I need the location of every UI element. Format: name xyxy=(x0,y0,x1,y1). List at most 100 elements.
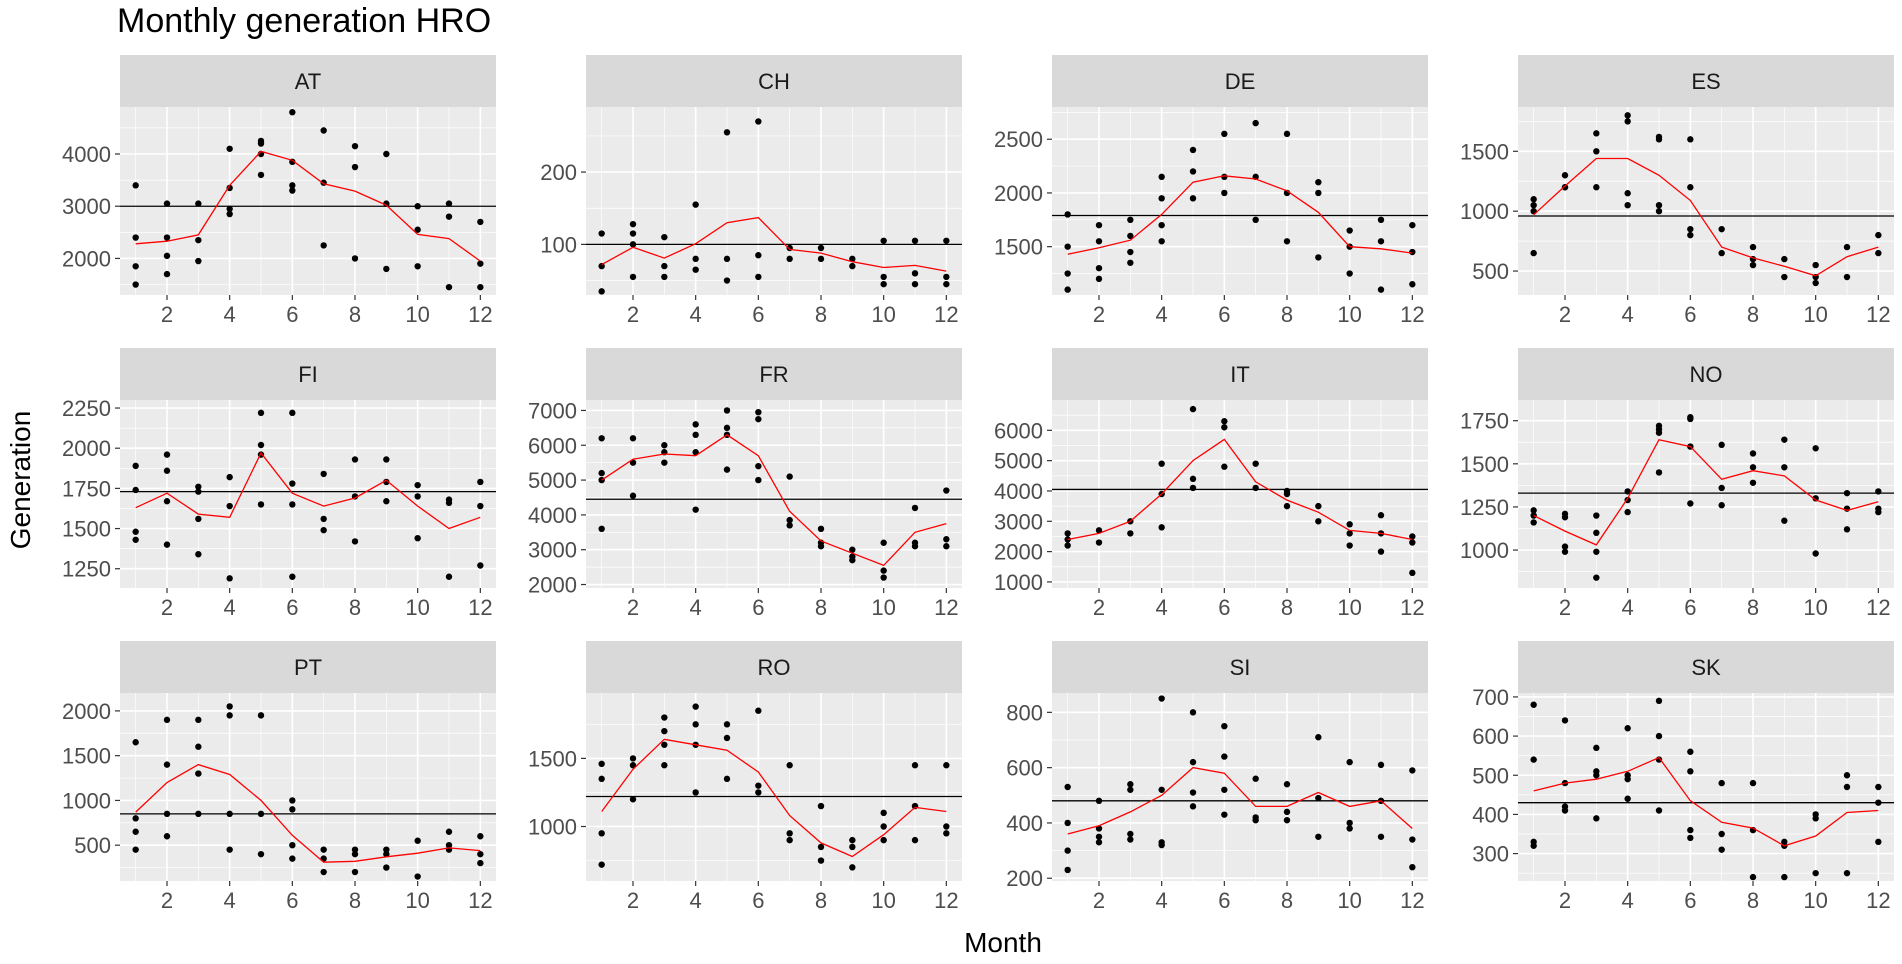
data-point xyxy=(289,501,296,508)
y-tick-label: 2000 xyxy=(994,540,1043,565)
panel-de: DE 2 4 6 8 10 12 1500 2000 2500 xyxy=(994,55,1428,327)
data-point xyxy=(1687,500,1694,507)
data-point xyxy=(351,538,359,545)
data-point xyxy=(1377,548,1385,555)
data-point xyxy=(132,846,139,853)
data-point xyxy=(351,163,359,171)
x-tick-label: 10 xyxy=(871,595,895,620)
data-point xyxy=(1624,488,1631,495)
data-point xyxy=(943,280,950,288)
data-point xyxy=(477,478,484,486)
data-point xyxy=(1687,184,1694,191)
data-point xyxy=(195,515,202,523)
data-point xyxy=(911,270,919,277)
data-point xyxy=(723,129,731,136)
data-point xyxy=(1221,418,1228,425)
data-point xyxy=(1749,261,1757,269)
panel-strip xyxy=(586,348,962,400)
x-tick-label: 12 xyxy=(1400,302,1424,327)
x-tick-label: 12 xyxy=(1866,888,1890,913)
data-point xyxy=(163,451,171,458)
y-tick-label: 2000 xyxy=(62,246,111,271)
x-tick-label: 6 xyxy=(1684,302,1696,327)
panel-strip-label: DE xyxy=(1225,69,1256,94)
x-tick-label: 2 xyxy=(1093,302,1105,327)
data-point xyxy=(1315,734,1322,741)
data-point xyxy=(477,218,484,226)
data-point xyxy=(1064,530,1071,537)
data-point xyxy=(1718,249,1725,257)
data-point xyxy=(755,476,762,484)
data-point xyxy=(289,797,296,804)
data-point xyxy=(692,255,699,263)
panel-strip-label: AT xyxy=(295,69,321,94)
data-point xyxy=(598,230,605,237)
data-point xyxy=(849,255,856,263)
data-point xyxy=(445,828,453,835)
data-point xyxy=(1561,548,1569,555)
data-point xyxy=(1718,846,1725,853)
data-point xyxy=(1346,819,1353,827)
panel-background xyxy=(1052,693,1428,881)
data-point xyxy=(1624,508,1631,516)
data-point xyxy=(1812,550,1819,557)
data-point xyxy=(1064,542,1071,549)
data-point xyxy=(1189,803,1197,810)
x-axis-label: Month xyxy=(964,927,1042,958)
x-tick-label: 12 xyxy=(1866,595,1890,620)
data-point xyxy=(1655,207,1663,215)
panel-sk: SK 2 4 6 8 10 12 300 400 500 600 700 xyxy=(1472,641,1894,913)
data-point xyxy=(477,562,484,569)
data-point xyxy=(1530,196,1537,203)
data-point xyxy=(195,743,202,750)
data-point xyxy=(1095,275,1103,283)
data-point xyxy=(1377,512,1385,519)
data-point xyxy=(943,536,950,543)
data-point xyxy=(817,525,825,533)
data-point xyxy=(1346,521,1353,528)
x-tick-label: 2 xyxy=(1559,302,1571,327)
data-point xyxy=(1655,469,1663,476)
data-point xyxy=(1315,254,1322,261)
data-point xyxy=(1843,772,1851,779)
data-point xyxy=(414,263,421,270)
data-point xyxy=(1718,441,1725,449)
data-point xyxy=(320,868,327,876)
panel-no: NO 2 4 6 8 10 12 1000 1250 1500 1750 xyxy=(1460,348,1894,620)
data-point xyxy=(132,462,139,470)
x-tick-label: 10 xyxy=(1337,302,1361,327)
data-point xyxy=(289,573,296,580)
data-point xyxy=(1655,732,1663,740)
data-point xyxy=(1781,273,1788,281)
data-point xyxy=(163,761,171,768)
data-point xyxy=(289,855,296,862)
data-point xyxy=(598,435,605,442)
data-point xyxy=(723,277,731,284)
data-point xyxy=(1409,836,1416,843)
data-point xyxy=(1843,243,1851,251)
data-point xyxy=(1127,232,1134,240)
data-point xyxy=(445,573,453,580)
data-point xyxy=(1127,530,1134,537)
data-point xyxy=(226,210,233,218)
data-point xyxy=(195,770,202,777)
data-point xyxy=(1095,825,1103,832)
x-tick-label: 12 xyxy=(934,595,958,620)
x-tick-label: 8 xyxy=(1281,595,1293,620)
data-point xyxy=(1189,168,1197,175)
y-tick-label: 400 xyxy=(1472,802,1509,827)
data-point xyxy=(383,478,390,486)
data-point xyxy=(1189,146,1197,154)
x-tick-label: 4 xyxy=(690,302,702,327)
data-point xyxy=(477,850,484,858)
y-tick-label: 1250 xyxy=(1460,495,1509,520)
x-tick-label: 6 xyxy=(752,595,764,620)
x-tick-label: 12 xyxy=(934,888,958,913)
data-point xyxy=(1064,270,1071,277)
data-point xyxy=(257,409,265,417)
data-point xyxy=(1875,488,1882,495)
data-point xyxy=(1064,243,1071,250)
data-point xyxy=(880,273,887,281)
data-point xyxy=(132,234,139,241)
